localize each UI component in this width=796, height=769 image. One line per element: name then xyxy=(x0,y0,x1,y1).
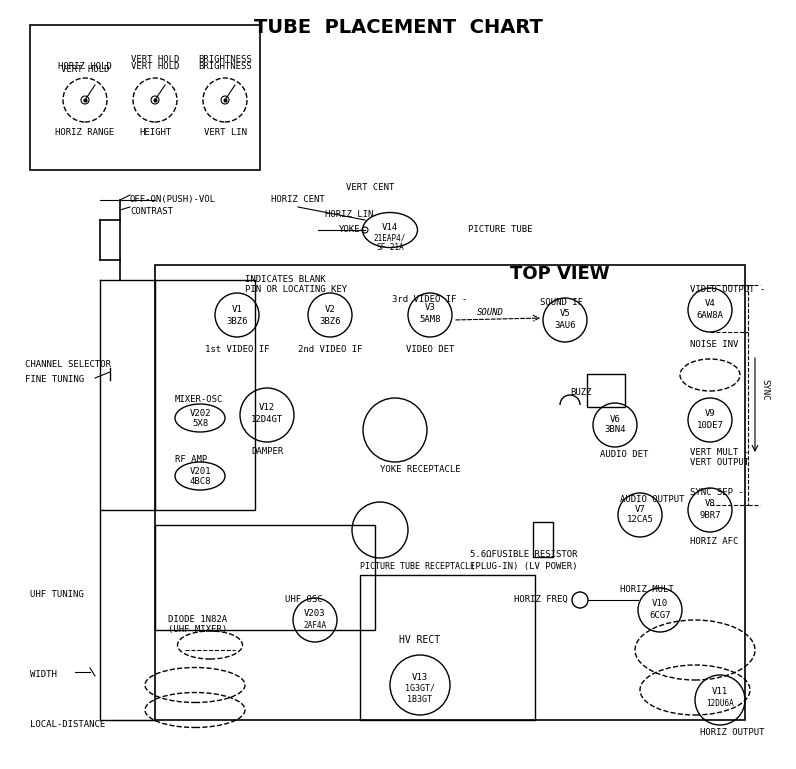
Bar xyxy=(155,525,375,630)
Text: CHANNEL SELECTOR: CHANNEL SELECTOR xyxy=(25,360,111,369)
Text: (PLUG-IN) (LV POWER): (PLUG-IN) (LV POWER) xyxy=(470,562,578,571)
Text: 2nd VIDEO IF: 2nd VIDEO IF xyxy=(298,345,362,354)
Text: 2AF4A: 2AF4A xyxy=(303,621,326,630)
Text: V201: V201 xyxy=(189,467,211,475)
Text: TOP VIEW: TOP VIEW xyxy=(510,265,610,283)
Text: UHF TUNING: UHF TUNING xyxy=(30,590,84,599)
Text: 4BC8: 4BC8 xyxy=(189,478,211,487)
Text: V10: V10 xyxy=(652,600,668,608)
Text: BRIGHTNESS: BRIGHTNESS xyxy=(198,62,252,71)
Text: V9: V9 xyxy=(704,410,716,418)
Text: 3BZ6: 3BZ6 xyxy=(319,317,341,325)
Text: V14: V14 xyxy=(382,222,398,231)
Text: HORIZ LIN: HORIZ LIN xyxy=(325,210,373,219)
Bar xyxy=(155,280,255,510)
Bar xyxy=(30,25,260,170)
Text: VERT HOLD: VERT HOLD xyxy=(131,55,179,64)
Text: 12CA5: 12CA5 xyxy=(626,515,654,524)
Text: UHF OSC: UHF OSC xyxy=(285,595,322,604)
Text: YOKE RECEPTACLE: YOKE RECEPTACLE xyxy=(380,465,461,474)
Text: 5AM8: 5AM8 xyxy=(419,315,441,324)
Text: RF AMP: RF AMP xyxy=(175,455,207,464)
Text: VIDEO OUTPUT -: VIDEO OUTPUT - xyxy=(690,285,765,294)
Text: SOUND IF: SOUND IF xyxy=(540,298,583,307)
Text: V7: V7 xyxy=(634,504,646,514)
Text: HORIZ HOLD: HORIZ HOLD xyxy=(58,62,112,71)
Text: NOISE INV: NOISE INV xyxy=(690,340,739,349)
Text: SF-21A: SF-21A xyxy=(377,244,404,252)
Text: WIDTH: WIDTH xyxy=(30,670,57,679)
Bar xyxy=(360,575,535,720)
Text: PICTURE TUBE RECEPTACLE: PICTURE TUBE RECEPTACLE xyxy=(360,562,475,571)
Text: VERT MULT -: VERT MULT - xyxy=(690,448,749,457)
Text: HORIZ RANGE: HORIZ RANGE xyxy=(56,128,115,137)
Text: HORIZ OUTPUT: HORIZ OUTPUT xyxy=(700,728,764,737)
Bar xyxy=(587,374,625,407)
Text: DAMPER: DAMPER xyxy=(251,447,283,456)
Text: 1B3GT: 1B3GT xyxy=(408,694,432,704)
Text: HV RECT: HV RECT xyxy=(400,635,440,645)
Text: TUBE  PLACEMENT  CHART: TUBE PLACEMENT CHART xyxy=(254,18,542,37)
Text: V4: V4 xyxy=(704,299,716,308)
Text: AUDIO OUTPUT: AUDIO OUTPUT xyxy=(620,495,685,504)
Text: VERT HOLD: VERT HOLD xyxy=(131,62,179,71)
Text: (UHF MIXER): (UHF MIXER) xyxy=(168,625,227,634)
Text: V13: V13 xyxy=(412,673,428,681)
Text: HORIZ MULT: HORIZ MULT xyxy=(620,585,673,594)
Text: 9BR7: 9BR7 xyxy=(699,511,720,520)
Text: 1st VIDEO IF: 1st VIDEO IF xyxy=(205,345,269,354)
Text: BUZZ: BUZZ xyxy=(570,388,591,397)
Text: SYNC: SYNC xyxy=(760,379,769,401)
Bar xyxy=(533,522,553,557)
Text: PIN OR LOCATING KEY: PIN OR LOCATING KEY xyxy=(245,285,347,294)
Text: AUDIO DET: AUDIO DET xyxy=(600,450,649,459)
Text: VERT OUTPUT: VERT OUTPUT xyxy=(690,458,749,467)
Text: V3: V3 xyxy=(424,304,435,312)
Text: 6AW8A: 6AW8A xyxy=(696,311,724,319)
Text: V11: V11 xyxy=(712,687,728,697)
Text: V203: V203 xyxy=(304,610,326,618)
Text: V8: V8 xyxy=(704,500,716,508)
Text: 1G3GT/: 1G3GT/ xyxy=(405,684,435,693)
Text: SOUND: SOUND xyxy=(477,308,503,317)
Text: VERT LIN: VERT LIN xyxy=(204,128,247,137)
Text: 5X8: 5X8 xyxy=(192,420,208,428)
Text: CONTRAST: CONTRAST xyxy=(130,207,173,216)
Text: HORIZ FREQ: HORIZ FREQ xyxy=(514,595,568,604)
Text: 5.6ΩFUSIBLE RESISTOR: 5.6ΩFUSIBLE RESISTOR xyxy=(470,550,578,559)
Text: 12D4GT: 12D4GT xyxy=(251,415,283,424)
Text: YOKE: YOKE xyxy=(339,225,361,234)
Text: OFF-ON(PUSH)-VOL: OFF-ON(PUSH)-VOL xyxy=(130,195,216,204)
Text: INDICATES BLANK: INDICATES BLANK xyxy=(245,275,326,284)
Text: HEIGHT: HEIGHT xyxy=(139,128,171,137)
Text: V5: V5 xyxy=(560,309,571,318)
Text: HORIZ CENT: HORIZ CENT xyxy=(271,195,325,204)
Text: V12: V12 xyxy=(259,404,275,412)
Bar xyxy=(155,265,745,720)
Text: V2: V2 xyxy=(325,305,335,315)
Text: 3rd VIDEO IF -: 3rd VIDEO IF - xyxy=(392,295,467,304)
Text: V1: V1 xyxy=(232,305,242,315)
Text: 12DU6A: 12DU6A xyxy=(706,698,734,707)
Text: V202: V202 xyxy=(189,408,211,418)
Text: VERT HOLD: VERT HOLD xyxy=(60,65,109,74)
Text: 3AU6: 3AU6 xyxy=(554,321,576,329)
Text: 3BZ6: 3BZ6 xyxy=(226,317,248,325)
Text: SYNC SEP -: SYNC SEP - xyxy=(690,488,743,497)
Text: FINE TUNING: FINE TUNING xyxy=(25,375,84,384)
Text: 10DE7: 10DE7 xyxy=(696,421,724,430)
Text: 6CG7: 6CG7 xyxy=(650,611,671,620)
Text: VIDEO DET: VIDEO DET xyxy=(406,345,455,354)
Text: 21EAP4/: 21EAP4/ xyxy=(374,234,406,242)
Text: LOCAL-DISTANCE: LOCAL-DISTANCE xyxy=(30,720,105,729)
Text: HORIZ AFC: HORIZ AFC xyxy=(690,537,739,546)
Text: V6: V6 xyxy=(610,414,620,424)
Text: PICTURE TUBE: PICTURE TUBE xyxy=(468,225,533,234)
Text: BRIGHTNESS: BRIGHTNESS xyxy=(198,55,252,64)
Text: VERT CENT: VERT CENT xyxy=(345,183,394,192)
Text: DIODE 1N82A: DIODE 1N82A xyxy=(168,615,227,624)
Text: 3BN4: 3BN4 xyxy=(604,425,626,434)
Text: MIXER-OSC: MIXER-OSC xyxy=(175,395,224,404)
